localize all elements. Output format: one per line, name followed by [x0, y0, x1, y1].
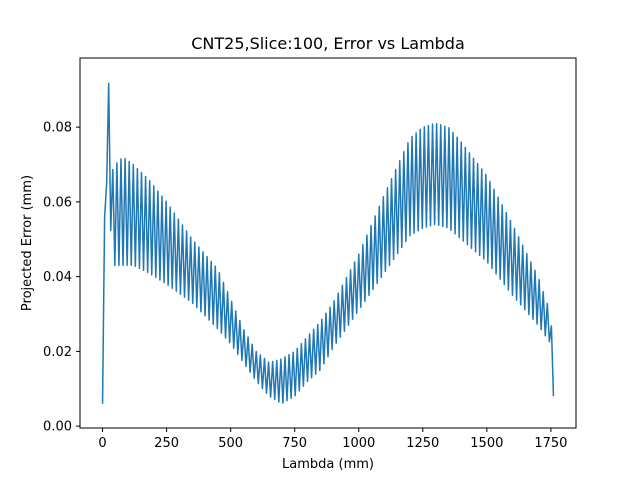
plot-area: [101, 82, 555, 404]
axes-frame: [79, 57, 577, 429]
x-tick-label: 1500: [470, 436, 503, 451]
x-axis-label: Lambda (mm): [282, 457, 374, 472]
x-tick-label: 1000: [342, 436, 375, 451]
x-tick-label: 1750: [534, 436, 567, 451]
chart-title: CNT25,Slice:100, Error vs Lambda: [191, 34, 465, 53]
x-axis-ticks: 0 250 500 750 1000 1250 1500 1750: [98, 428, 567, 451]
y-axis-label: Projected Error (mm): [20, 175, 35, 311]
x-tick-label: 1250: [406, 436, 439, 451]
y-axis-ticks: 0.00 0.02 0.04 0.06 0.08: [43, 121, 80, 435]
y-tick-label: 0.06: [43, 195, 72, 210]
y-tick-label: 0.08: [43, 121, 72, 136]
x-tick-label: 500: [218, 436, 243, 451]
x-tick-label: 0: [98, 436, 106, 451]
x-tick-label: 750: [282, 436, 307, 451]
y-tick-label: 0.04: [43, 270, 72, 285]
y-tick-label: 0.00: [43, 420, 72, 435]
series-line: [101, 82, 555, 404]
y-tick-label: 0.02: [43, 345, 72, 360]
x-tick-label: 250: [154, 436, 179, 451]
